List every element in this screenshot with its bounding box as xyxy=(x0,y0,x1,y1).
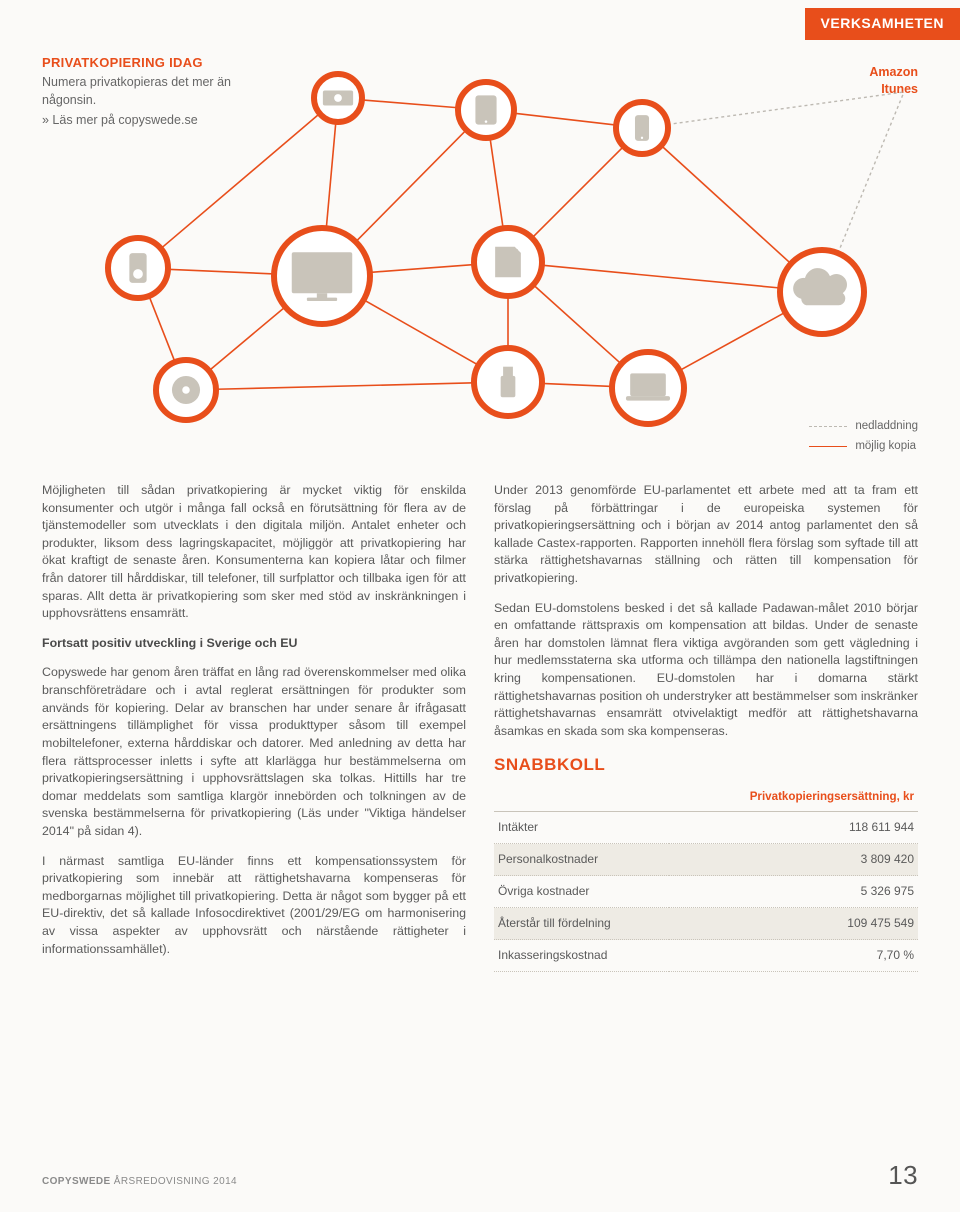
diagram-legend: nedladdning möjlig kopia xyxy=(809,418,918,459)
paragraph-3: I närmast samtliga EU-länder finns ett k… xyxy=(42,853,466,959)
snabbkoll-table: Privatkopieringsersättning, kr Intäkter1… xyxy=(494,783,918,973)
footer-subtitle: ÅRSREDOVISNING 2014 xyxy=(111,1176,237,1187)
table-row: Inkasseringskostnad7,70 % xyxy=(494,940,918,972)
page-number: 13 xyxy=(888,1157,918,1194)
legend-copy: möjlig kopia xyxy=(855,438,916,454)
table-cell-label: Intäkter xyxy=(494,812,669,844)
page-footer: COPYSWEDE ÅRSREDOVISNING 2014 13 xyxy=(42,1157,918,1194)
legend-solid-icon xyxy=(809,446,847,447)
snabbkoll-title: SNABBKOLL xyxy=(494,753,918,777)
footer-brand: COPYSWEDE xyxy=(42,1176,111,1187)
ipod-icon xyxy=(129,253,146,283)
paragraph-5: Sedan EU-domstolens besked i det så kall… xyxy=(494,600,918,741)
table-row: Övriga kostnader5 326 975 xyxy=(494,876,918,908)
laptop-icon xyxy=(626,373,670,400)
table-row: Personalkostnader3 809 420 xyxy=(494,844,918,876)
tablet-icon xyxy=(475,95,496,124)
legend-dash-icon xyxy=(809,426,847,427)
table-cell-label: Återstår till fördelning xyxy=(494,908,669,940)
footer-left: COPYSWEDE ÅRSREDOVISNING 2014 xyxy=(42,1175,237,1189)
table-cell-value: 7,70 % xyxy=(669,940,918,972)
table-cell-value: 118 611 944 xyxy=(669,812,918,844)
subheading: Fortsatt positiv utveckling i Sverige oc… xyxy=(42,635,466,653)
table-row: Intäkter118 611 944 xyxy=(494,812,918,844)
projector-icon xyxy=(323,90,353,105)
table-cell-label: Inkasseringskostnad xyxy=(494,940,669,972)
section-tag: VERKSAMHETEN xyxy=(805,8,960,40)
snabbkoll-th: Privatkopieringsersättning, kr xyxy=(669,783,918,812)
table-cell-value: 109 475 549 xyxy=(669,908,918,940)
paragraph-2: Copyswede har genom åren träffat en lång… xyxy=(42,664,466,840)
table-cell-label: Övriga kostnader xyxy=(494,876,669,908)
column-left: Möjligheten till sådan privatkopiering ä… xyxy=(42,482,466,972)
column-right: Under 2013 genomförde EU-parlamentet ett… xyxy=(494,482,918,972)
sd-icon xyxy=(495,247,521,278)
paragraph-1: Möjligheten till sådan privatkopiering ä… xyxy=(42,482,466,623)
table-row: Återstår till fördelning109 475 549 xyxy=(494,908,918,940)
cd-icon xyxy=(172,376,200,404)
body-columns: Möjligheten till sådan privatkopiering ä… xyxy=(42,482,918,972)
table-cell-label: Personalkostnader xyxy=(494,844,669,876)
table-cell-value: 3 809 420 xyxy=(669,844,918,876)
paragraph-4: Under 2013 genomförde EU-parlamentet ett… xyxy=(494,482,918,588)
table-cell-value: 5 326 975 xyxy=(669,876,918,908)
network-diagram xyxy=(42,44,918,458)
snabbkoll-block: SNABBKOLL Privatkopieringsersättning, kr… xyxy=(494,753,918,973)
legend-download: nedladdning xyxy=(855,418,918,434)
phone-icon xyxy=(635,115,649,141)
